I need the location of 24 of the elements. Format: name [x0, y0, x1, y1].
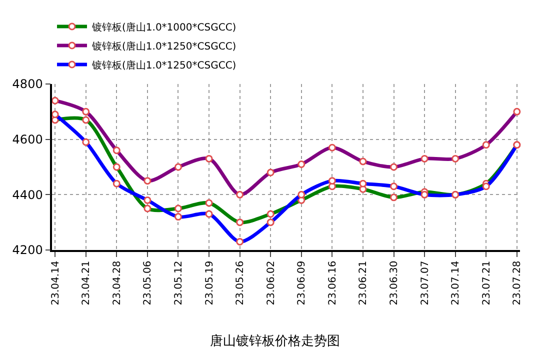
legend-label: 镀锌板(唐山1.0*1000*CSGCC): [91, 21, 236, 34]
text: 唐山镀锌板价格走势图: [210, 334, 340, 349]
x-tick-label: 23.06.30: [389, 260, 400, 306]
y-tick-label: 4400: [12, 188, 43, 202]
x-tick-label: 23.07.07: [420, 260, 431, 306]
x-tick-label: 23.06.02: [266, 260, 277, 306]
x-tick-label: 23.04.14: [50, 260, 62, 306]
x-tick-label: 23.05.12: [173, 260, 184, 306]
legend-label: 镀锌板(唐山1.0*1250*CSGCC): [91, 40, 236, 52]
x-tick-label: 23.05.06: [142, 260, 154, 306]
x-tick-label: 23.07.21: [481, 260, 492, 306]
x-tick-label: 23.04.28: [112, 260, 123, 306]
x-tick-label: 23.07.28: [512, 260, 524, 306]
x-tick-label: 23.06.09: [296, 260, 308, 306]
legend-label: 镀锌板(唐山1.0*1250*CSGCC): [91, 59, 236, 72]
x-tick-label: 23.06.16: [327, 260, 338, 306]
x-tick-label: 23.05.19: [204, 260, 216, 306]
x-tick-label: 23.06.21: [358, 260, 370, 306]
y-tick-label: 4800: [12, 77, 43, 92]
x-tick-label: 23.05.26: [235, 260, 246, 306]
x-tick-label: 23.04.21: [81, 260, 92, 306]
x-tick-label: 23.07.14: [450, 260, 462, 306]
y-tick-label: 4600: [12, 132, 43, 147]
y-tick-label: 4200: [12, 243, 43, 258]
